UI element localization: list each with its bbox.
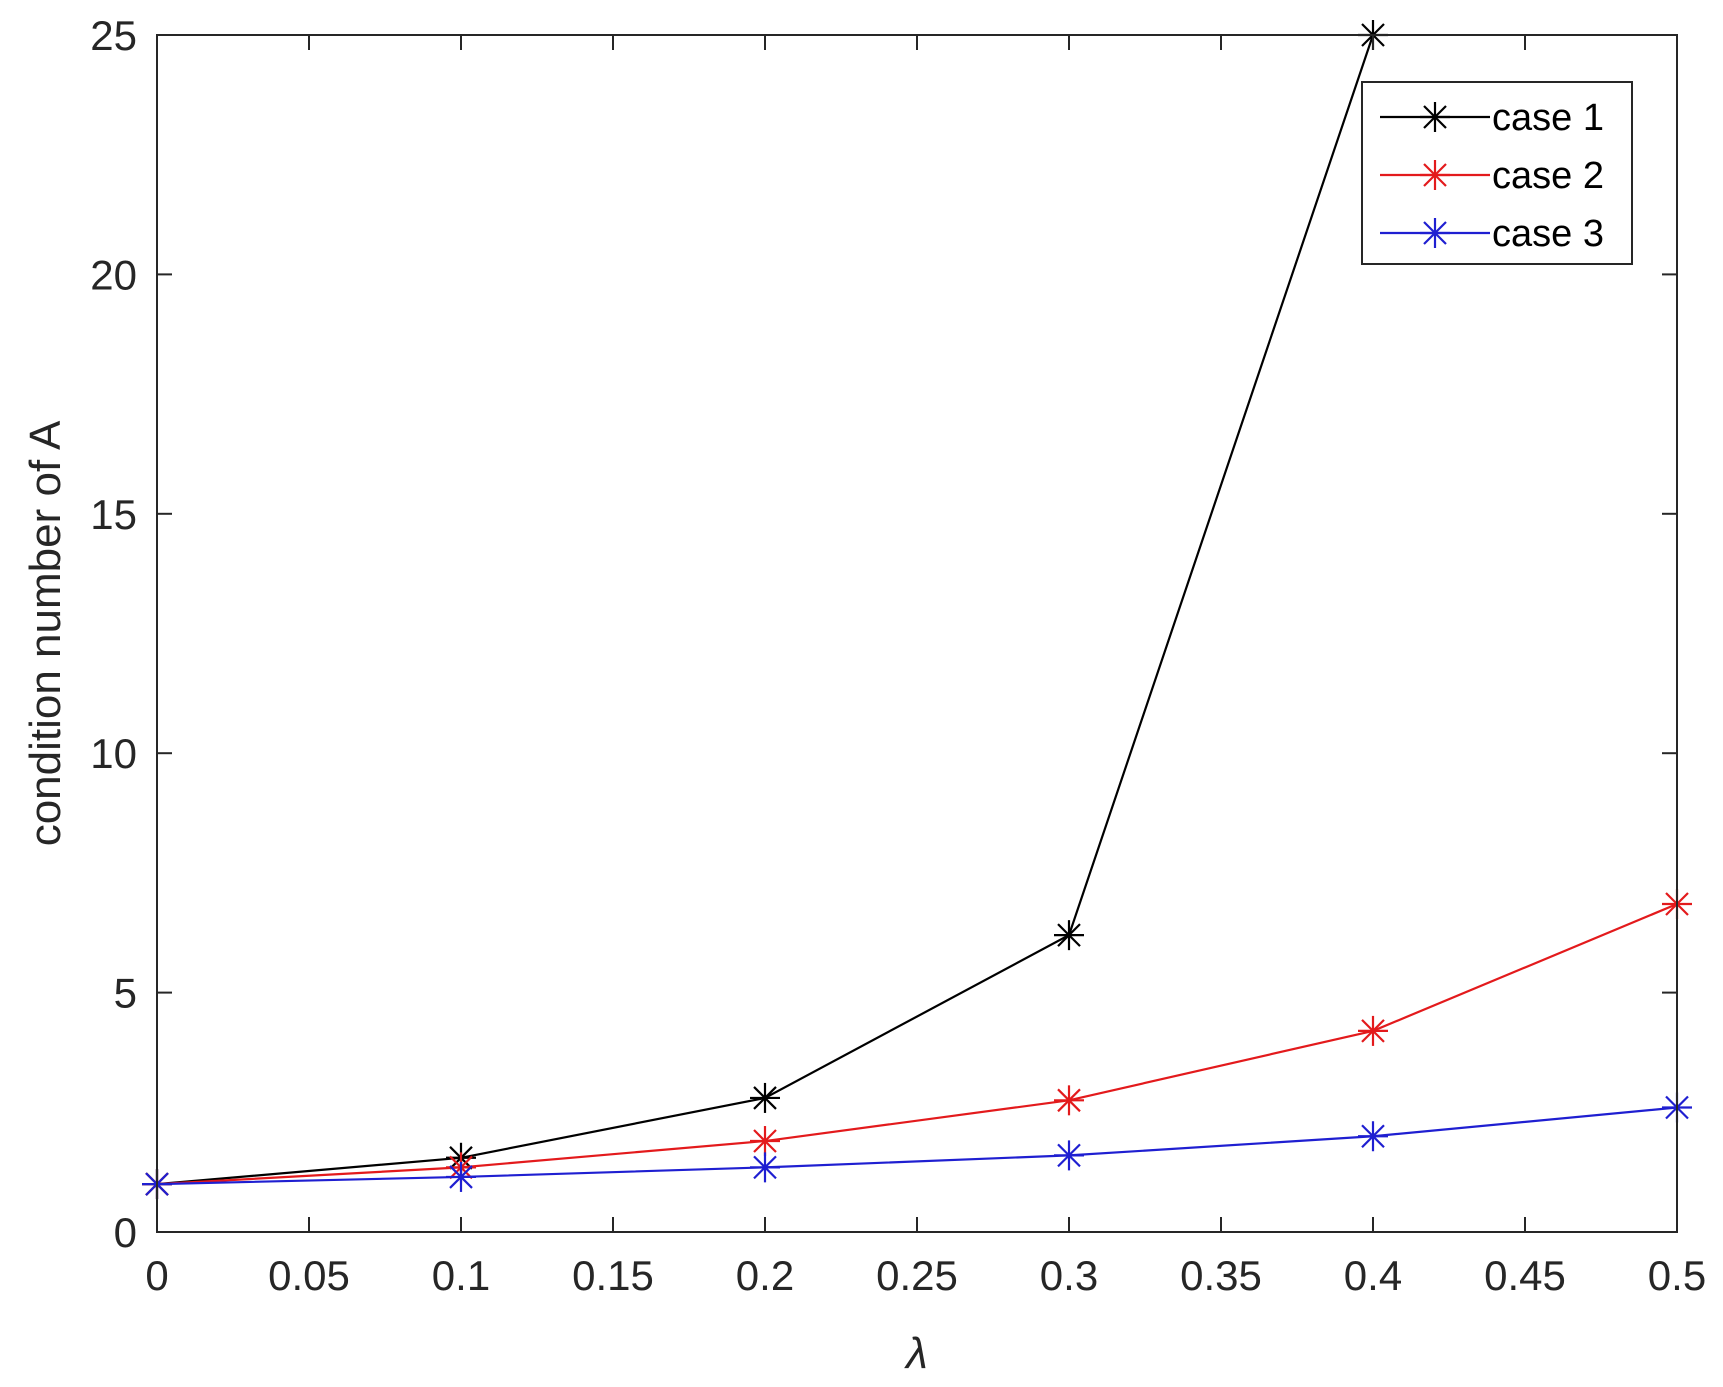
- x-tick-label: 0.1: [432, 1252, 490, 1299]
- x-tick-label: 0.45: [1484, 1252, 1566, 1299]
- legend-label: case 3: [1492, 213, 1604, 255]
- legend-label: case 1: [1492, 97, 1604, 139]
- legend-item-case-3: case 3: [1380, 213, 1604, 255]
- x-axis-label: λ: [904, 1329, 928, 1378]
- series-line: [156, 1106, 1678, 1186]
- y-axis-label: condition number of A: [21, 420, 70, 846]
- y-tick-label: 15: [90, 491, 137, 538]
- legend-label: case 2: [1492, 155, 1604, 197]
- data-point-marker: [750, 1082, 780, 1113]
- legend-marker: [1420, 218, 1450, 248]
- x-tick-label: 0.2: [736, 1252, 794, 1299]
- x-tick-label: 0.25: [876, 1252, 958, 1299]
- legend: case 1 case 2 case 3: [1361, 81, 1633, 265]
- legend-item-case-2: case 2: [1380, 155, 1604, 197]
- data-point-marker: [1358, 1015, 1388, 1046]
- y-tick-label: 5: [114, 970, 137, 1017]
- plot-border: [156, 34, 1678, 1233]
- legend-marker: [1420, 102, 1450, 132]
- data-point-marker: [750, 1126, 780, 1157]
- x-tick-label: 0: [145, 1252, 168, 1299]
- y-tick-label: 25: [90, 12, 137, 59]
- x-tick-label: 0.35: [1180, 1252, 1262, 1299]
- y-tick-label: 0: [114, 1209, 137, 1256]
- legend-item-case-1: case 1: [1380, 97, 1604, 139]
- data-point-marker: [1054, 1140, 1084, 1171]
- x-tick-label: 0.15: [572, 1252, 654, 1299]
- x-tick-label: 0.05: [268, 1252, 350, 1299]
- x-tick-label: 0.5: [1648, 1252, 1706, 1299]
- x-tick-label: 0.4: [1344, 1252, 1402, 1299]
- series-line: [156, 903, 1678, 1186]
- x-tick-label: 0.3: [1040, 1252, 1098, 1299]
- data-point-marker: [1054, 1085, 1084, 1116]
- data-point-marker: [1358, 1121, 1388, 1152]
- data-point-marker: [446, 1161, 476, 1192]
- y-tick-label: 20: [90, 251, 137, 298]
- y-tick-label: 10: [90, 730, 137, 777]
- data-point-marker: [1054, 920, 1084, 951]
- data-point-marker: [750, 1152, 780, 1183]
- tick-labels: 0 0.05 0.1 0.15 0.2 0.25 0.3 0.35 0.4 0.45 0.5 0 5 10…: [90, 12, 1706, 1299]
- legend-marker: [1420, 160, 1450, 190]
